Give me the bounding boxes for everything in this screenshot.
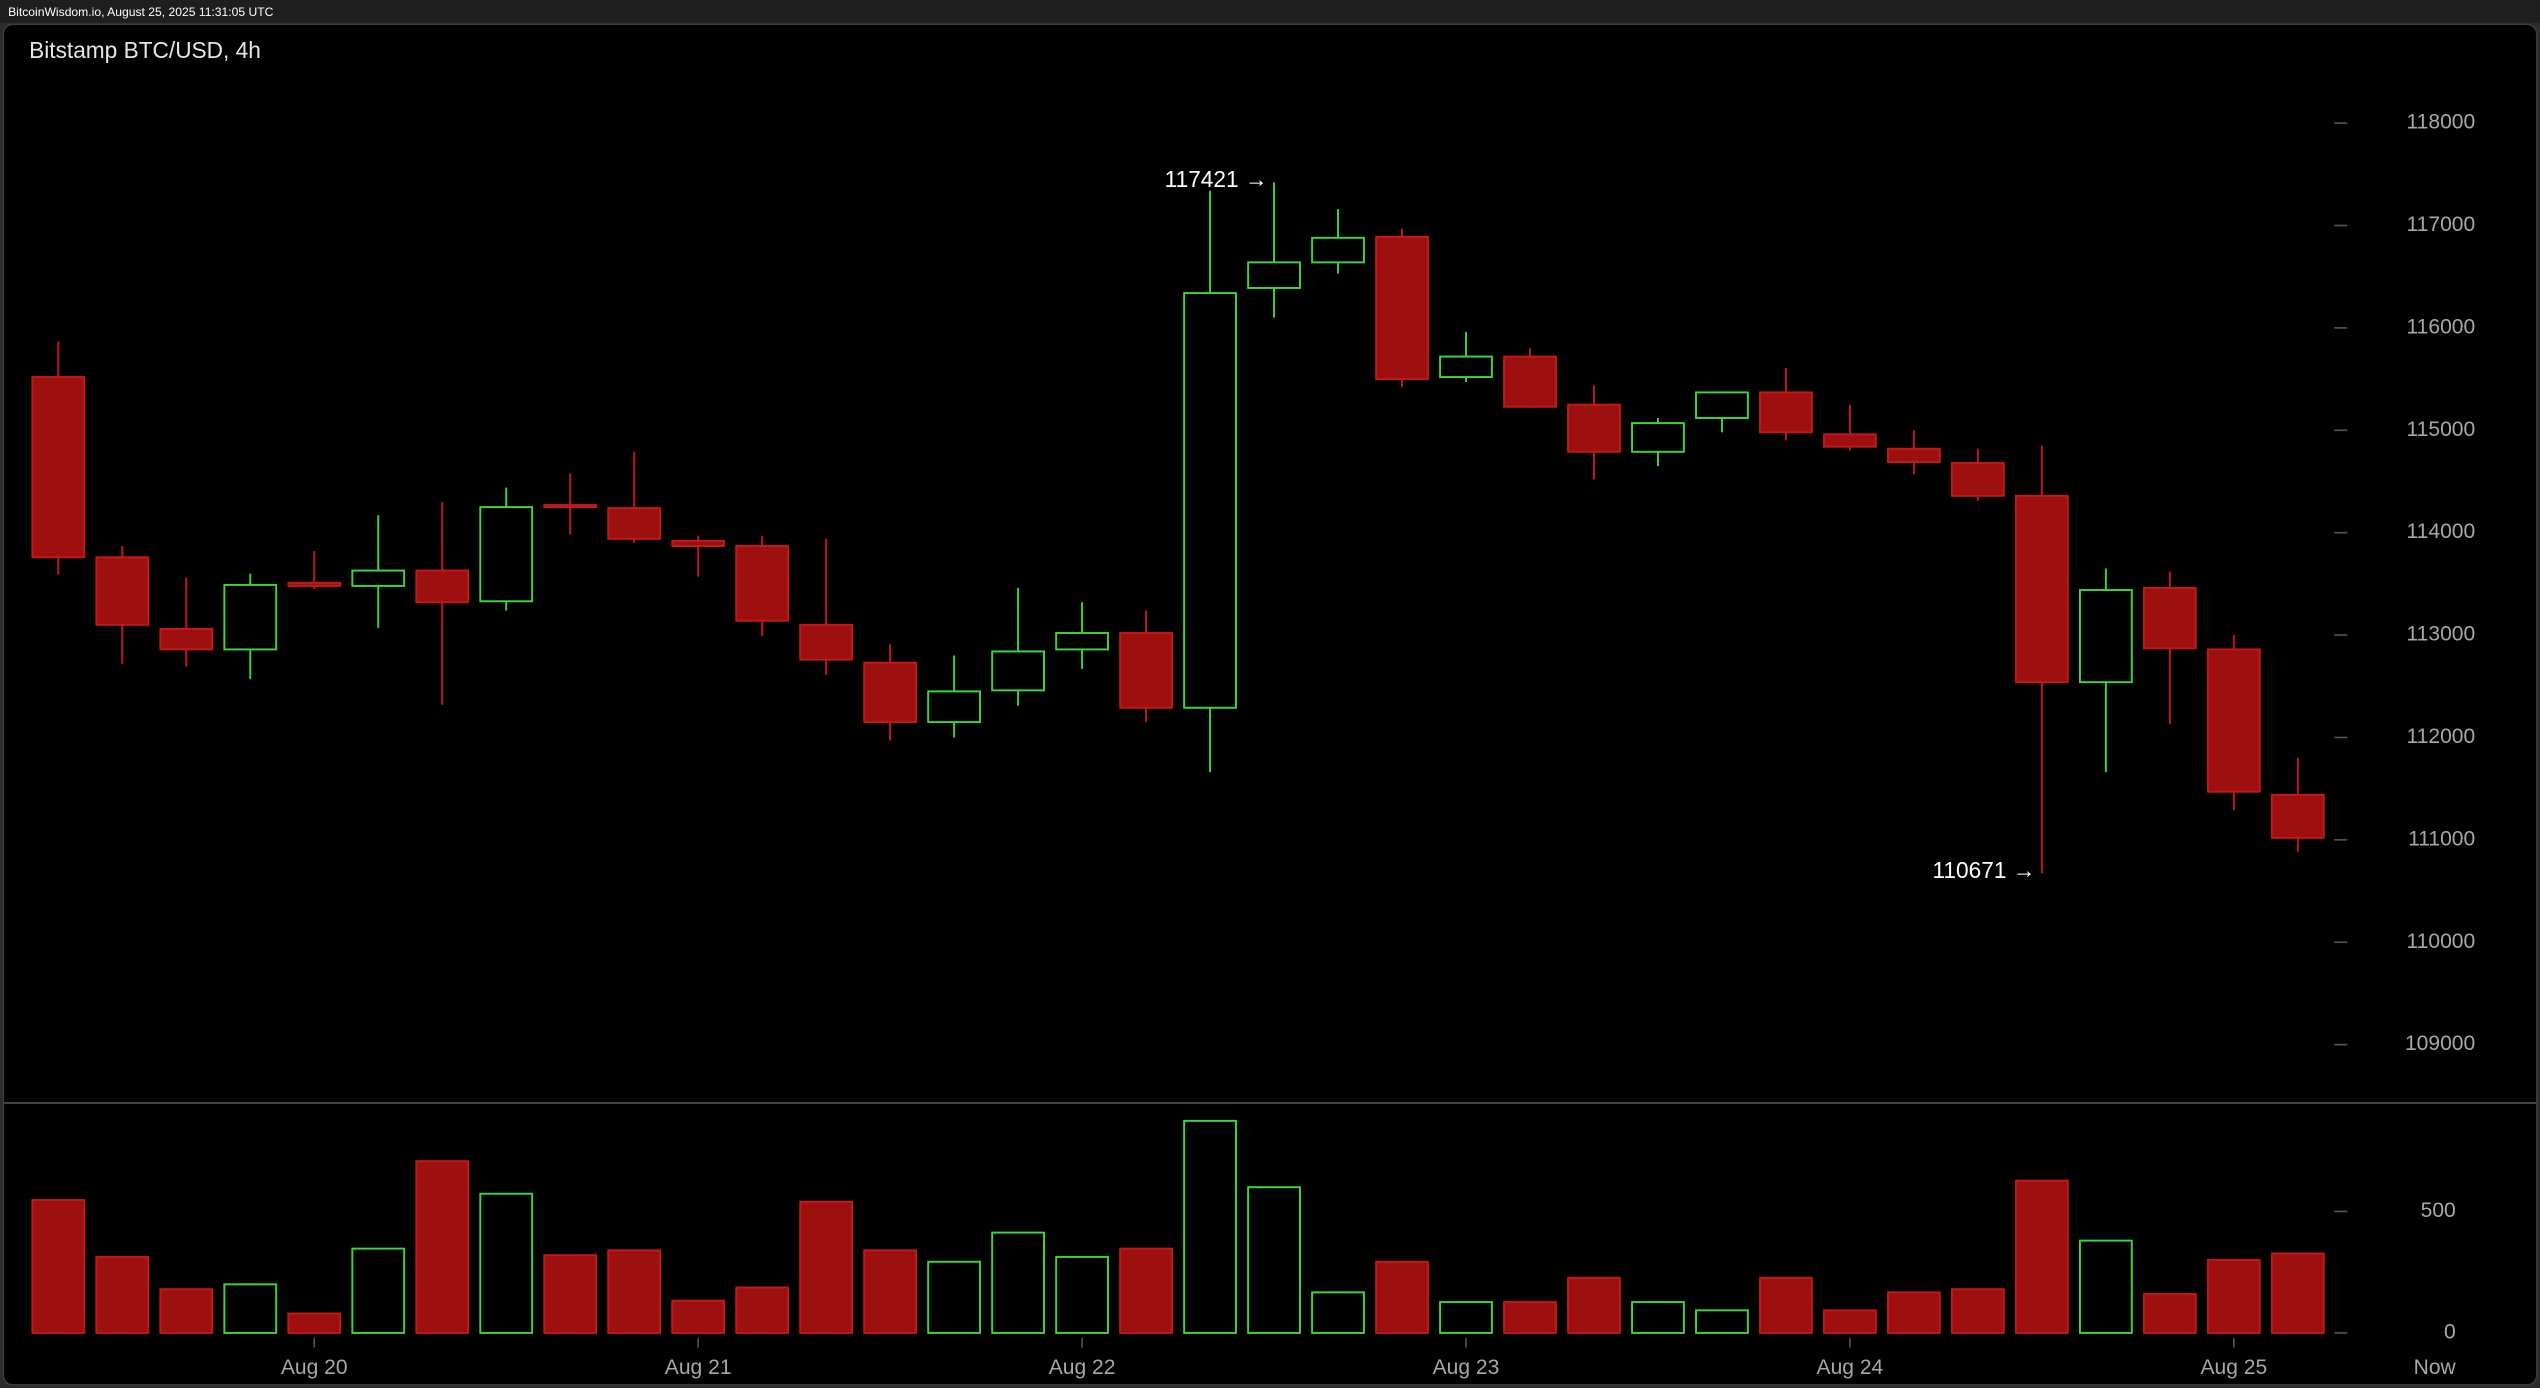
- volume-bar: [1183, 1119, 1237, 1334]
- candle-body: [1567, 403, 1621, 453]
- volume-bar: [1503, 1301, 1557, 1334]
- x-tick-label: Aug 23: [1433, 1356, 1500, 1379]
- candle-body: [1887, 447, 1941, 464]
- candle-body: [2206, 648, 2261, 793]
- volume-bar: [2078, 1239, 2133, 1334]
- volume-bar: [1567, 1276, 1621, 1334]
- candle-body: [2270, 793, 2325, 839]
- candle-body: [2142, 586, 2197, 650]
- y-tick-label: 114000: [2407, 520, 2476, 543]
- volume-bar: [1951, 1288, 2005, 1334]
- candle-body: [607, 507, 662, 540]
- volume-bar: [1695, 1309, 1749, 1334]
- x-tick-label: Aug 22: [1049, 1356, 1116, 1379]
- volume-bar: [2014, 1179, 2069, 1334]
- candle-body: [1823, 433, 1877, 448]
- volume-bar: [607, 1249, 662, 1334]
- volume-bar: [31, 1199, 86, 1334]
- candle-body: [287, 581, 342, 587]
- candle-body: [1247, 261, 1301, 289]
- volume-bar: [159, 1288, 214, 1334]
- volume-bar: [2206, 1259, 2261, 1334]
- annotation-low: 110671 →: [1933, 857, 2036, 883]
- candle-body: [1119, 632, 1173, 709]
- x-tick-label: Aug 25: [2200, 1356, 2267, 1379]
- candle-body: [1183, 292, 1237, 709]
- volume-bar: [95, 1255, 150, 1334]
- volume-bar: [1631, 1301, 1685, 1334]
- annotation-high: 117421 →: [1165, 166, 1268, 192]
- volume-tick-label: 0: [2444, 1320, 2456, 1343]
- volume-bar: [1119, 1247, 1173, 1334]
- candle-body: [1055, 632, 1109, 651]
- volume-bar: [1439, 1301, 1493, 1334]
- header: BitcoinWisdom.io, August 25, 2025 11:31:…: [8, 5, 274, 19]
- volume-bar: [991, 1231, 1045, 1334]
- candle-body: [415, 569, 470, 604]
- volume-bar: [415, 1160, 470, 1334]
- y-tick-label: 117000: [2407, 213, 2476, 236]
- volume-bar: [1055, 1255, 1109, 1334]
- candle-body: [799, 623, 854, 661]
- candle-body: [1439, 355, 1493, 379]
- volume-bar: [1311, 1291, 1365, 1334]
- candle-body: [95, 556, 150, 626]
- candle-body: [735, 545, 790, 622]
- x-tick-label: Aug 20: [281, 1356, 348, 1379]
- x-tick-label: Aug 24: [1817, 1356, 1884, 1379]
- volume-bar: [735, 1286, 790, 1334]
- candle-body: [1695, 391, 1749, 419]
- volume-bar: [2270, 1252, 2325, 1334]
- volume-bar: [863, 1249, 918, 1334]
- y-tick-label: 113000: [2407, 623, 2476, 646]
- volume-bar: [287, 1312, 342, 1334]
- volume-bar: [223, 1283, 278, 1334]
- top-bar: [0, 0, 2540, 23]
- candle-body: [863, 661, 918, 724]
- candle-body: [159, 627, 214, 651]
- volume-bar: [1247, 1186, 1301, 1334]
- candle-body: [479, 506, 534, 603]
- volume-bar: [671, 1299, 726, 1334]
- volume-bar: [2142, 1293, 2197, 1334]
- y-tick-label: 116000: [2407, 315, 2476, 338]
- y-tick-label: 118000: [2407, 111, 2476, 134]
- candle-body: [1631, 422, 1685, 453]
- now-label: Now: [2414, 1356, 2457, 1379]
- volume-tick-label: 500: [2421, 1199, 2456, 1222]
- candle-body: [991, 650, 1045, 692]
- candle-body: [2078, 589, 2133, 684]
- x-tick-label: Aug 21: [665, 1356, 732, 1379]
- volume-bar: [543, 1254, 598, 1334]
- candle-body: [671, 539, 726, 547]
- chart-pane: [2, 23, 2538, 1386]
- y-tick-label: 112000: [2407, 725, 2476, 748]
- volume-bar: [479, 1192, 534, 1334]
- volume-bar: [1823, 1309, 1877, 1334]
- volume-bar: [1375, 1260, 1429, 1334]
- volume-bar: [799, 1200, 854, 1334]
- candle-body: [223, 583, 278, 651]
- volume-bar: [1887, 1291, 1941, 1334]
- candle-body: [31, 376, 86, 559]
- candle-body: [927, 690, 982, 724]
- y-tick-label: 111000: [2408, 827, 2475, 850]
- volume-bar: [1759, 1276, 1813, 1334]
- candle-body: [1375, 235, 1429, 381]
- candle-body: [1503, 355, 1557, 408]
- candle-body: [1311, 236, 1365, 264]
- y-tick-label: 110000: [2407, 930, 2476, 953]
- candle-body: [1951, 462, 2005, 497]
- candle-body: [2014, 494, 2069, 684]
- candle-body: [351, 569, 406, 587]
- y-tick-label: 109000: [2405, 1032, 2475, 1055]
- y-tick-label: 115000: [2407, 418, 2476, 441]
- candle-body: [1759, 391, 1813, 434]
- volume-bar: [927, 1260, 982, 1334]
- chart-title: Bitstamp BTC/USD, 4h: [29, 37, 261, 63]
- candle-body: [543, 504, 598, 509]
- volume-bar: [351, 1247, 406, 1334]
